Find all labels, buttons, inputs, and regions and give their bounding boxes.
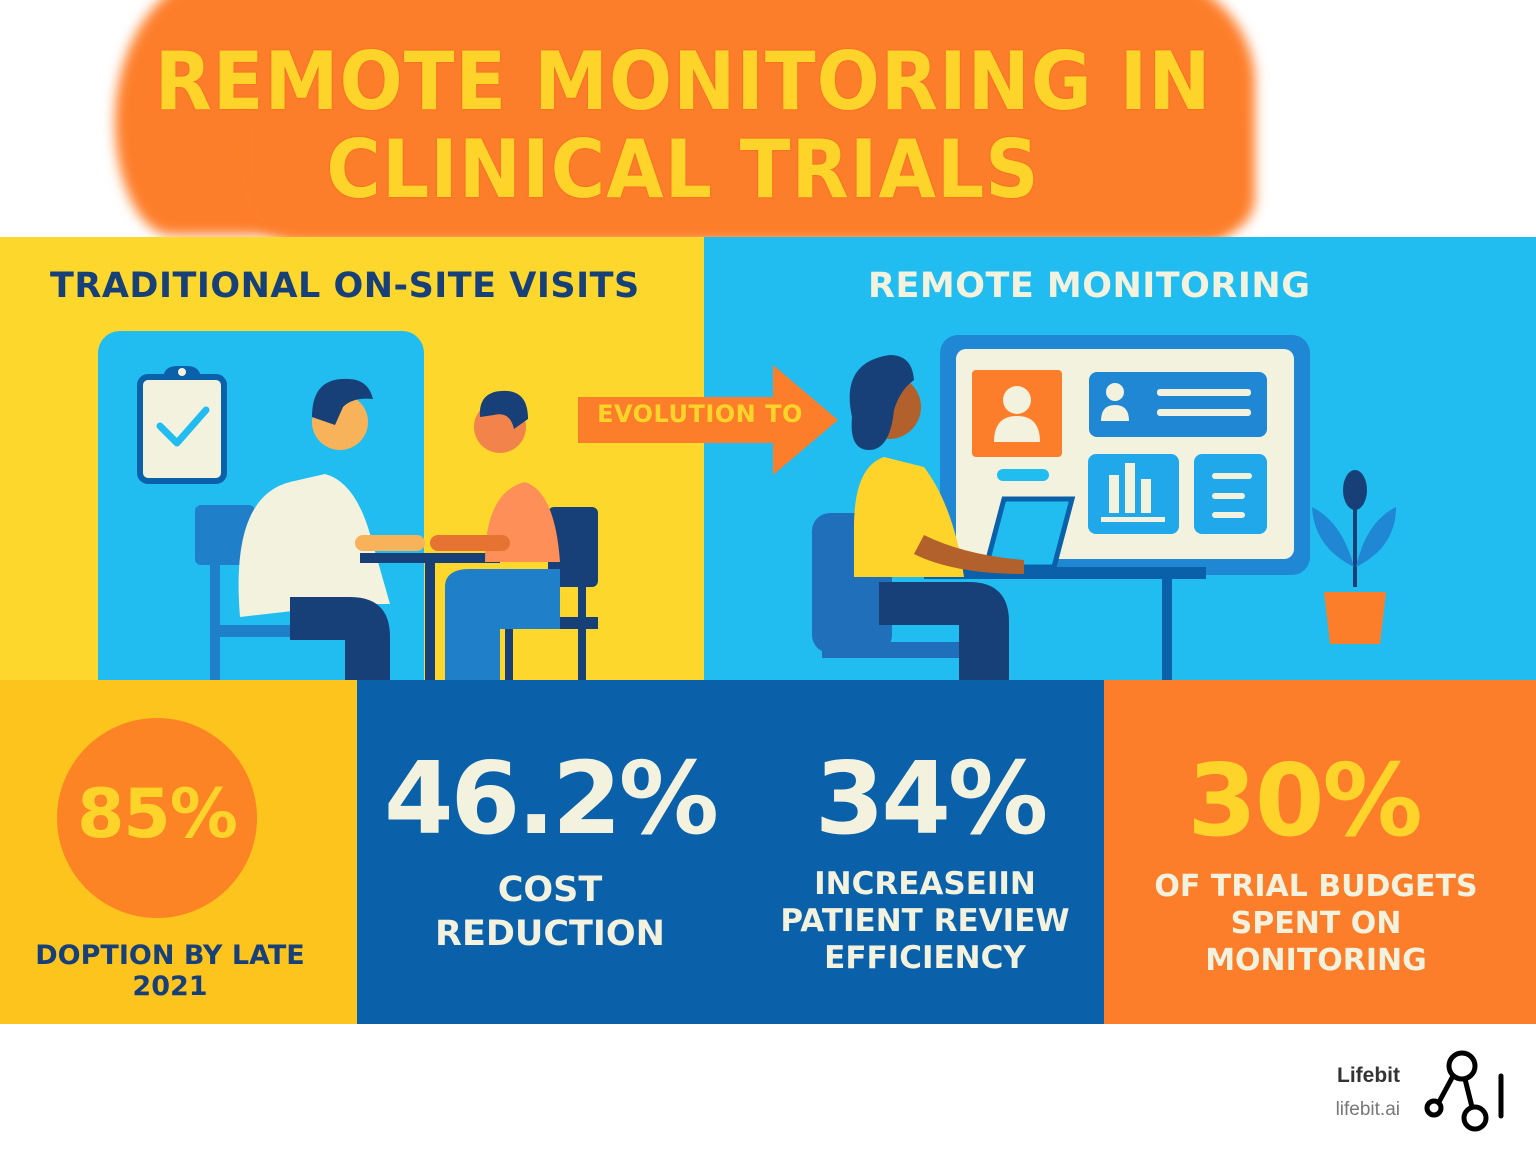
evolution-arrow xyxy=(578,365,838,475)
stat-blue-section xyxy=(357,680,1104,1024)
list-icon xyxy=(1194,454,1267,534)
remote-title: REMOTE MONITORING xyxy=(868,266,1311,306)
adoption-label: DOPTION BY LATE 2021 xyxy=(35,940,305,1002)
bar-chart-icon xyxy=(1088,454,1179,534)
user-profile-card xyxy=(972,370,1062,481)
traditional-title: TRADITIONAL ON-SITE VISITS xyxy=(50,266,640,306)
budget-value: 30% xyxy=(1187,742,1422,859)
title-background-lower xyxy=(240,120,1230,240)
stat-budget-card xyxy=(1104,680,1536,1024)
budget-label: OF TRIAL BUDGETS SPENT ON MONITORING xyxy=(1154,869,1478,978)
clipboard-check-icon xyxy=(137,366,227,484)
evolution-label: EVOLUTION TO xyxy=(597,400,803,428)
doctor-patient-illustration xyxy=(137,366,598,680)
lifebit-logo-icon xyxy=(1424,1050,1504,1132)
cost-reduction-value: 46.2% xyxy=(384,740,719,857)
cost-reduction-label: COST REDUCTION xyxy=(435,870,665,954)
efficiency-value: 34% xyxy=(814,740,1048,857)
plant-icon xyxy=(1312,470,1396,644)
adoption-value: 85% xyxy=(77,775,238,854)
brand-url[interactable]: lifebit.ai xyxy=(1335,1099,1400,1120)
title-line-1: REMOTE MONITORING IN xyxy=(154,35,1212,128)
brand-name: Lifebit xyxy=(1337,1064,1400,1087)
page-title: REMOTE MONITORING IN CLINICAL TRIALS xyxy=(48,38,1318,214)
adoption-circle xyxy=(57,718,257,918)
user-info-card xyxy=(1089,372,1267,437)
title-line-2: CLINICAL TRIALS xyxy=(326,123,1040,216)
efficiency-label: INCREASEIIN PATIENT REVIEW EFFICIENCY xyxy=(780,866,1070,976)
remote-monitoring-illustration xyxy=(812,335,1396,680)
